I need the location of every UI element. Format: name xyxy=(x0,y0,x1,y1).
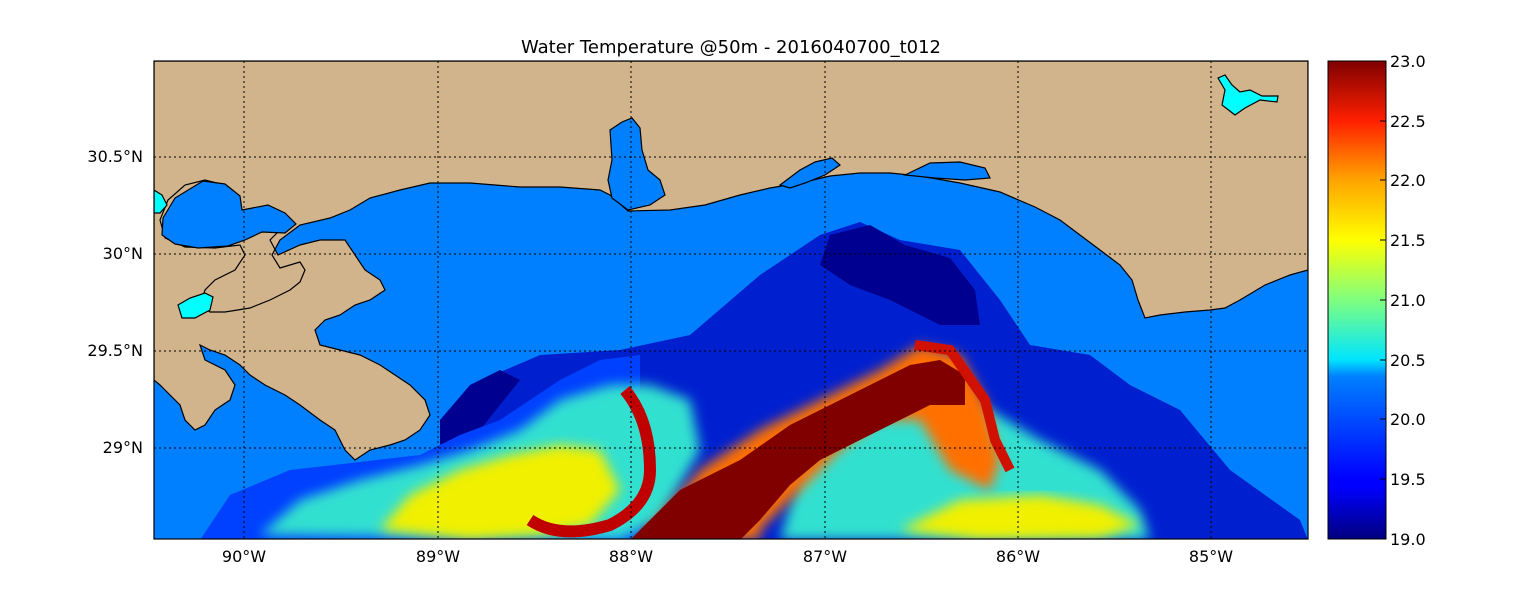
lon-tick-label: 85°W xyxy=(1189,547,1233,566)
lake-pontchartrain xyxy=(161,180,297,249)
cold-core-dark-west xyxy=(440,370,520,445)
colorbar-tick-label: 20.5 xyxy=(1390,351,1426,370)
lon-tick-labels: 90°W 89°W 88°W 87°W 86°W 85°W xyxy=(222,547,1233,566)
lon-tick-label: 86°W xyxy=(996,547,1040,566)
map-frame xyxy=(154,61,1308,539)
lat-tick-labels: 30.5°N 30°N 29.5°N 29°N xyxy=(87,147,143,457)
lon-tick-label: 89°W xyxy=(416,547,460,566)
lat-tick-label: 30.5°N xyxy=(87,147,143,166)
lake-borgne-lake xyxy=(177,292,214,319)
lon-tick-label: 87°W xyxy=(803,547,847,566)
lat-tick-label: 29.5°N xyxy=(87,341,143,360)
colorbar-tick-label: 22.0 xyxy=(1390,171,1426,190)
map-title: Water Temperature @50m - 2016040700_t012 xyxy=(521,37,941,58)
warm-red-core xyxy=(631,360,965,539)
lon-tick-label: 90°W xyxy=(222,547,266,566)
colorbar-tick-label: 19.0 xyxy=(1390,530,1426,549)
colorbar-tick-label: 21.0 xyxy=(1390,291,1426,310)
lon-tick-label: 88°W xyxy=(609,547,653,566)
warm-red-filament xyxy=(526,386,657,538)
colorbar-tick-label: 21.5 xyxy=(1390,231,1426,250)
warm-red-filament-east xyxy=(914,340,1015,473)
colorbar-tick-label: 23.0 xyxy=(1390,52,1426,71)
lat-tick-label: 29°N xyxy=(103,438,143,457)
lake-seminole xyxy=(1217,74,1279,116)
cold-core-dark xyxy=(820,225,980,325)
pensacola-bay xyxy=(778,157,841,189)
warm-yellow-eastern xyxy=(900,495,1140,539)
choctawhatchee-bay xyxy=(902,161,991,181)
map-border xyxy=(153,60,1309,540)
temperature-field xyxy=(200,222,1308,539)
colorbar: 19.0 19.5 20.0 20.5 21.0 21.5 22.0 22.5 … xyxy=(1327,52,1426,549)
colorbar-gradient xyxy=(1327,60,1387,540)
graticule xyxy=(154,61,1308,539)
warm-yellow-western xyxy=(380,445,620,539)
mobile-bay xyxy=(607,117,666,211)
colorbar-tick-label: 19.5 xyxy=(1390,470,1426,489)
colorbar-tick-label: 22.5 xyxy=(1390,112,1426,131)
lat-tick-label: 30°N xyxy=(103,244,143,263)
colorbar-tick-label: 20.0 xyxy=(1390,410,1426,429)
lake-maurepas xyxy=(154,189,168,214)
colorbar-ticks xyxy=(1380,60,1386,540)
